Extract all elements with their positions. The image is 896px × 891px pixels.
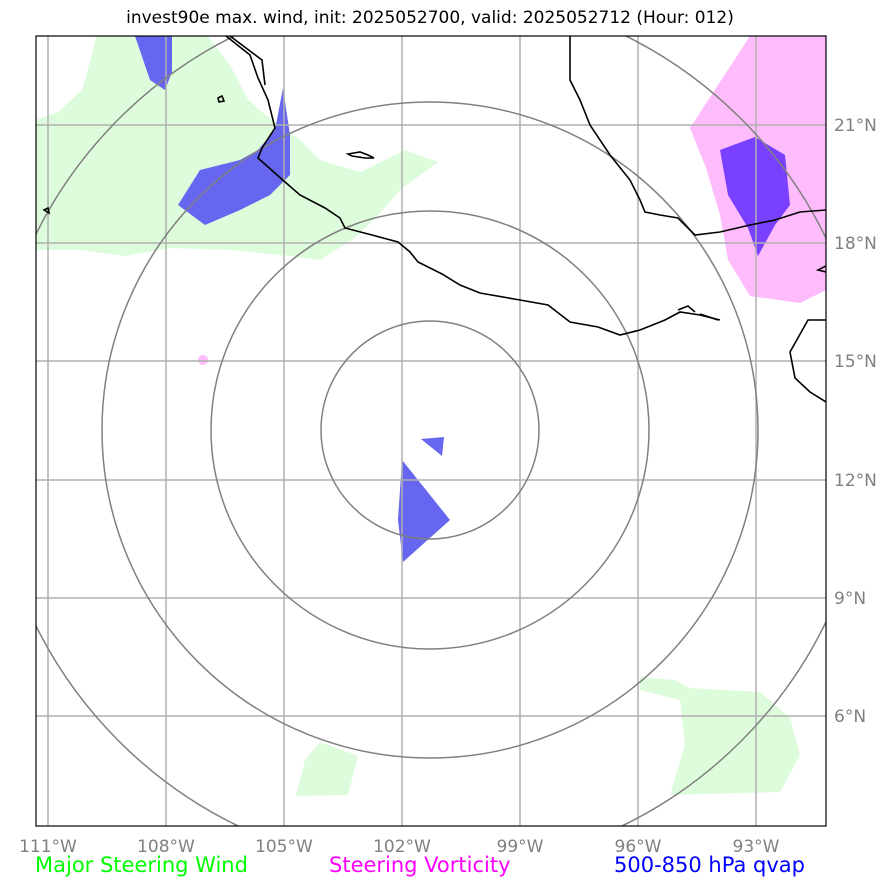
lon-label: 108°W xyxy=(137,837,195,857)
lon-label: 105°W xyxy=(255,837,313,857)
steering-wind-areas xyxy=(36,36,800,796)
range-ring-2 xyxy=(210,210,650,650)
coastline xyxy=(42,36,826,403)
lat-labels: 21°N 18°N 15°N 12°N 9°N 6°N xyxy=(834,116,877,727)
lon-label: 111°W xyxy=(19,837,77,857)
steering-wind-area-se xyxy=(640,677,800,795)
lon-label: 93°W xyxy=(733,837,780,857)
lon-labels: 111°W 108°W 105°W 102°W 99°W 96°W 93°W xyxy=(19,837,780,857)
lat-label: 18°N xyxy=(834,234,877,254)
island-1 xyxy=(345,151,375,159)
lat-label: 9°N xyxy=(834,589,866,609)
coastline-yucatan xyxy=(815,265,826,273)
map-title: invest90e max. wind, init: 2025052700, v… xyxy=(126,8,734,28)
lon-label: 102°W xyxy=(373,837,431,857)
coastline-baja xyxy=(229,36,266,86)
coastline-gulf xyxy=(569,36,826,236)
qvap-area-small xyxy=(421,437,444,456)
lat-label: 12°N xyxy=(834,471,877,491)
lon-label: 96°W xyxy=(615,837,662,857)
lat-label: 21°N xyxy=(834,116,877,136)
qvap-area-overlap xyxy=(720,137,790,256)
lat-label: 15°N xyxy=(834,352,877,372)
range-ring-1 xyxy=(320,320,540,540)
qvap-area-nw xyxy=(135,36,172,90)
qvap-area-center xyxy=(398,460,450,562)
legend-steering-wind: Major Steering Wind xyxy=(35,853,248,877)
range-ring-3 xyxy=(101,101,759,759)
legend-vorticity: Steering Vorticity xyxy=(329,853,511,877)
steering-wind-area-s xyxy=(296,742,358,796)
map-frame xyxy=(35,35,827,827)
lat-label: 6°N xyxy=(834,707,866,727)
steering-wind-area-nw xyxy=(36,36,438,260)
coast-bits xyxy=(677,305,719,321)
lon-label: 99°W xyxy=(497,837,544,857)
island-3 xyxy=(42,206,51,215)
vorticity-blob xyxy=(198,355,208,365)
gridlines xyxy=(36,36,826,826)
island-2 xyxy=(217,94,226,103)
coastline-mexico-west xyxy=(225,36,721,336)
legend-qvap: 500-850 hPa qvap xyxy=(614,853,805,877)
range-rings xyxy=(36,36,826,826)
coastline-central-america xyxy=(789,319,826,403)
